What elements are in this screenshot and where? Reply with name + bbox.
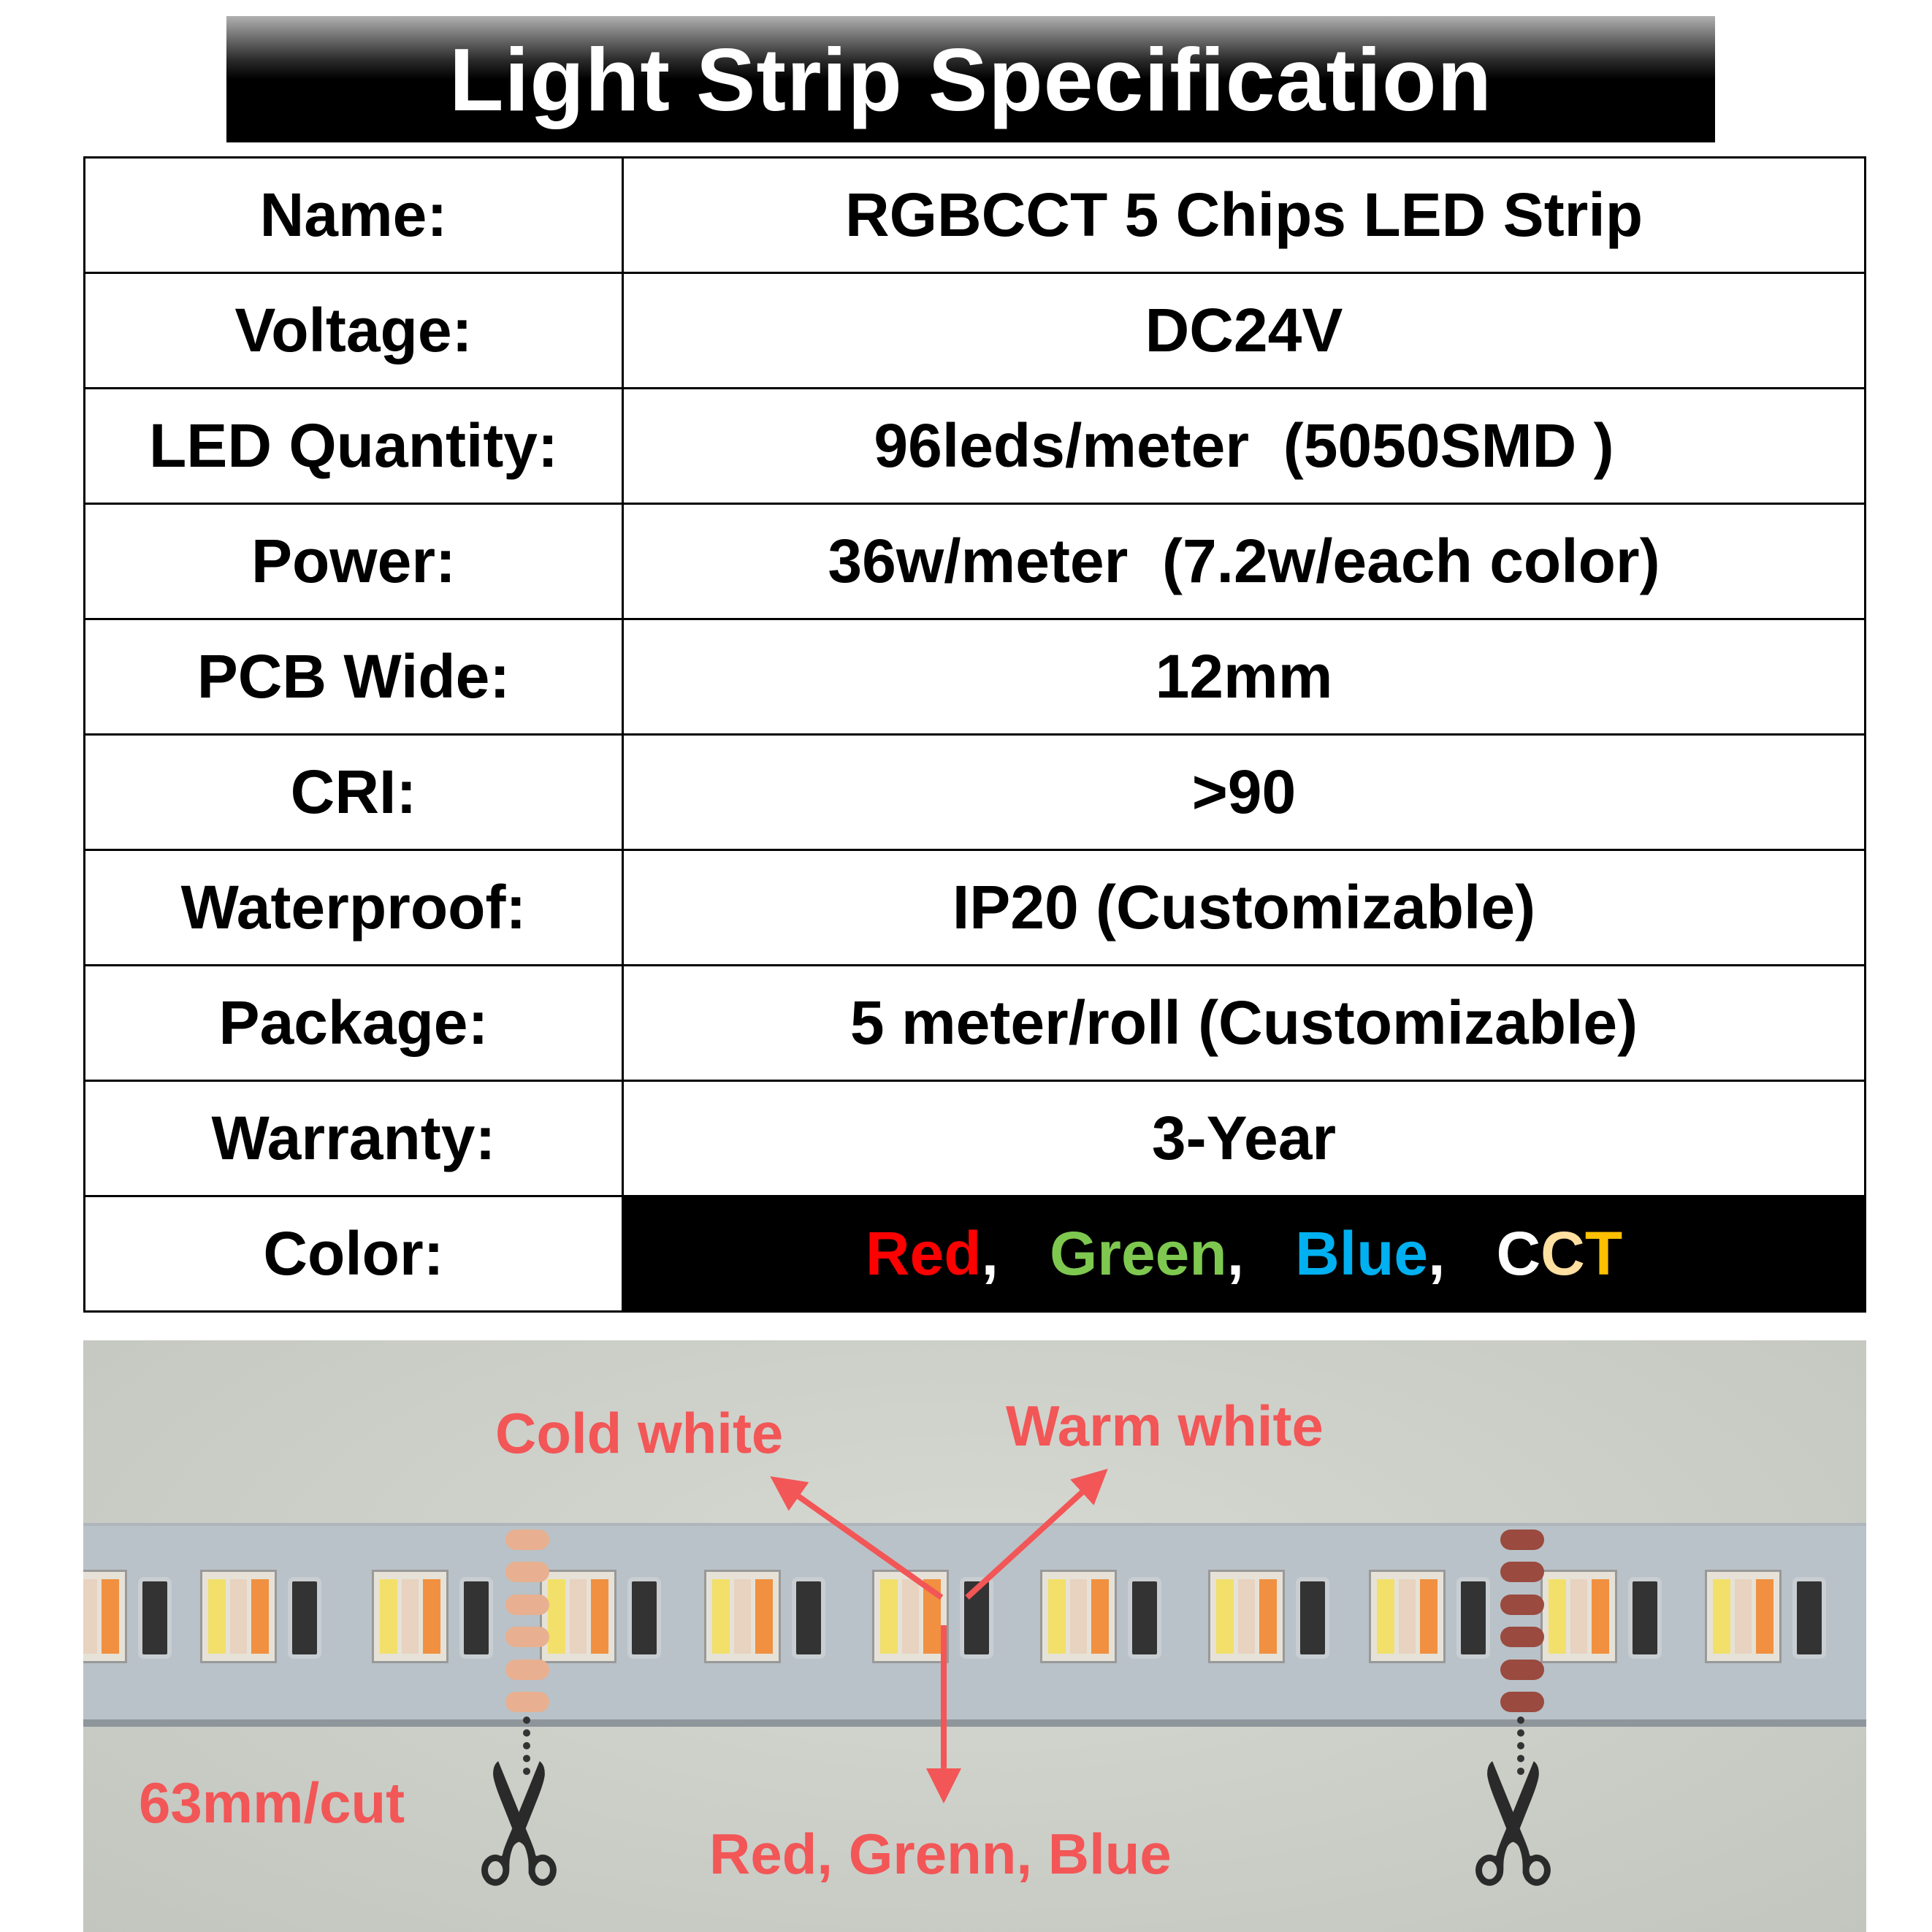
resistor: [1792, 1577, 1826, 1659]
table-row: CRI: >90: [83, 733, 1866, 851]
resistor: [1128, 1577, 1161, 1659]
table-row: LED Quantity: 96leds/meter (5050SMD ): [83, 387, 1866, 505]
resistor: [960, 1577, 993, 1659]
color-green: Green: [1049, 1219, 1227, 1288]
resistor: [459, 1577, 493, 1659]
row-value: DC24V: [622, 272, 1866, 389]
solder-pads: [505, 1530, 549, 1712]
page-title: Light Strip Specification: [448, 29, 1493, 129]
row-label: CRI:: [83, 733, 624, 851]
solder-pads: [1500, 1530, 1544, 1712]
cut-line: [1517, 1717, 1524, 1775]
led-chip: [1040, 1570, 1117, 1663]
resistor: [1456, 1577, 1490, 1659]
cut-line: [523, 1717, 530, 1775]
label-warm-white: Warm white: [1006, 1394, 1324, 1458]
row-label: LED Quantity:: [83, 387, 624, 505]
resistor: [138, 1577, 172, 1659]
row-label: Warranty:: [83, 1080, 624, 1197]
led-chip: [872, 1570, 949, 1663]
color-red: Red: [865, 1219, 982, 1288]
table-row: Waterproof: IP20 (Customizable): [83, 849, 1866, 966]
row-value: RGBCCT 5 Chips LED Strip: [622, 156, 1866, 274]
title-banner: Light Strip Specification: [226, 16, 1715, 142]
label-cut-length: 63mm/cut: [139, 1771, 405, 1835]
separator: ,: [1428, 1219, 1446, 1288]
table-row: Voltage: DC24V: [83, 272, 1866, 389]
row-label: Name:: [83, 156, 624, 274]
row-label: Power:: [83, 503, 624, 620]
led-chip: [1369, 1570, 1446, 1663]
resistor: [288, 1577, 321, 1659]
led-chip: [1208, 1570, 1285, 1663]
resistor: [792, 1577, 825, 1659]
row-label: Package:: [83, 964, 624, 1082]
table-row-color: Color: Red, Green, Blue, CCT: [83, 1195, 1866, 1313]
cct-letter: C: [1496, 1219, 1541, 1288]
row-value: 5 meter/roll (Customizable): [622, 964, 1866, 1082]
row-value: 3-Year: [622, 1080, 1866, 1197]
resistor: [1296, 1577, 1329, 1659]
arrows: [770, 1468, 1108, 1803]
label-rgb: Red, Grenn, Blue: [709, 1822, 1172, 1886]
arrow-warm-white: [965, 1468, 1108, 1600]
row-value: 36w/meter (7.2w/each color): [622, 503, 1866, 620]
row-label: PCB Wide:: [83, 618, 624, 736]
color-values: Red, Green, Blue, CCT: [622, 1195, 1866, 1313]
row-value: >90: [622, 733, 1866, 851]
arrow-cold-white: [770, 1476, 944, 1600]
table-row: Package: 5 meter/roll (Customizable): [83, 964, 1866, 1082]
row-value: 12mm: [622, 618, 1866, 736]
led-chip: [1705, 1570, 1782, 1663]
row-label: Color:: [83, 1195, 624, 1313]
table-row: Name: RGBCCT 5 Chips LED Strip: [83, 156, 1866, 274]
row-value: IP20 (Customizable): [622, 849, 1866, 966]
cct-letter: T: [1584, 1219, 1623, 1288]
color-blue: Blue: [1295, 1219, 1429, 1288]
row-value: 96leds/meter (5050SMD ): [622, 387, 1866, 505]
led-chip: [1540, 1570, 1617, 1663]
separator: ,: [1226, 1219, 1245, 1288]
table-row: Power: 36w/meter (7.2w/each color): [83, 503, 1866, 620]
resistor: [1628, 1577, 1662, 1659]
led-chip: [83, 1570, 127, 1663]
product-photo: ✂ ✂ Cold white Warm white 63mm/cut Red, …: [83, 1340, 1866, 1932]
row-label: Voltage:: [83, 272, 624, 389]
led-chip: [704, 1570, 781, 1663]
led-chip: [372, 1570, 448, 1663]
separator: ,: [981, 1219, 999, 1288]
label-cold-white: Cold white: [495, 1401, 784, 1465]
row-label: Waterproof:: [83, 849, 624, 966]
cct-letter: C: [1540, 1219, 1585, 1288]
led-strip: [83, 1523, 1866, 1727]
resistor: [627, 1577, 661, 1659]
spec-table: Name: RGBCCT 5 Chips LED Strip Voltage: DC2…: [83, 156, 1866, 1313]
color-cct: CCT: [1496, 1219, 1622, 1288]
led-chip: [540, 1570, 616, 1663]
table-row: PCB Wide: 12mm: [83, 618, 1866, 736]
led-chip: [200, 1570, 277, 1663]
table-row: Warranty: 3-Year: [83, 1080, 1866, 1197]
